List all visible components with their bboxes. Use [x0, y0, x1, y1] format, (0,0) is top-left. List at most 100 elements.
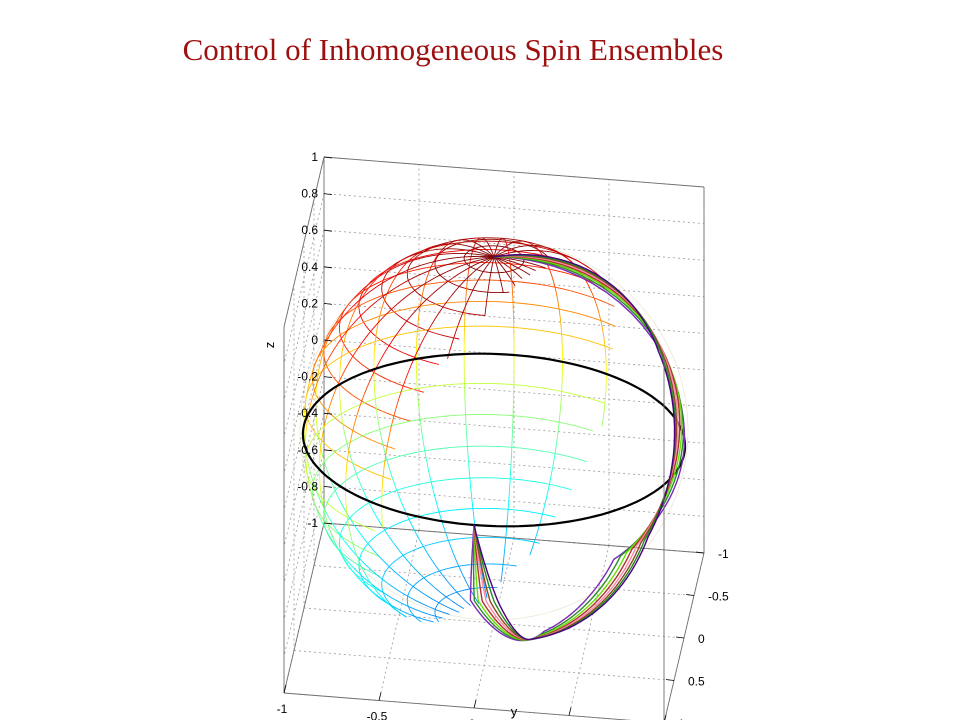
longitude-segment [371, 300, 378, 307]
grid-line [283, 266, 325, 437]
longitude-segment [511, 264, 519, 269]
longitude-segment [487, 286, 490, 293]
longitude-segment [374, 341, 376, 349]
longitude-segment [427, 619, 434, 623]
longitude-segment [315, 489, 319, 497]
longitude-segment [438, 253, 446, 256]
longitude-segment [544, 246, 550, 249]
longitude-segment [427, 246, 432, 249]
longitude-segment [408, 606, 416, 610]
longitude-segment [566, 255, 572, 259]
longitude-segment [354, 415, 358, 424]
longitude-segment [362, 537, 369, 544]
longitude-line [493, 237, 515, 583]
longitude-segment [571, 257, 577, 261]
longitude-segment [498, 240, 500, 243]
longitude-segment [386, 438, 390, 447]
longitude-segment [394, 587, 402, 593]
longitude-segment [585, 265, 591, 270]
longitude-segment [475, 280, 479, 286]
longitude-segment [528, 267, 536, 271]
longitude-segment [499, 277, 502, 283]
longitude-segment [475, 598, 480, 604]
longitude-segment [434, 255, 438, 260]
longitude-segment [391, 475, 395, 484]
longitude-segment [361, 393, 365, 402]
longitude-segment [322, 523, 327, 530]
longitude-segment [344, 362, 350, 370]
longitude-segment [356, 555, 360, 562]
longitude-segment [346, 324, 350, 331]
longitude-segment [500, 258, 509, 261]
longitude-segment [529, 548, 533, 556]
longitude-segment [347, 524, 351, 531]
longitude-segment [603, 339, 606, 347]
longitude-segment [451, 600, 459, 606]
grid-line [323, 193, 705, 224]
longitude-segment [453, 240, 457, 243]
longitude-segment [407, 595, 415, 601]
longitude-segment [345, 558, 351, 565]
longitude-segment [468, 262, 471, 267]
longitude-segment [388, 338, 394, 346]
longitude-segment [382, 299, 386, 305]
longitude-segment [312, 362, 317, 370]
longitude-segment [356, 343, 362, 351]
z-tick-mark [323, 193, 333, 195]
grid-line [283, 193, 325, 364]
longitude-segment [364, 290, 371, 296]
longitude-segment [413, 252, 419, 256]
longitude-segment [365, 331, 371, 338]
longitude-segment [505, 523, 508, 532]
longitude-segment [400, 269, 408, 274]
longitude-segment [334, 318, 339, 325]
longitude-segment [600, 320, 603, 327]
longitude-segment [402, 555, 409, 562]
longitude-segment [324, 509, 329, 517]
longitude-segment [446, 268, 454, 273]
longitude-segment [507, 243, 511, 246]
longitude-segment [367, 280, 374, 286]
longitude-segment [446, 295, 452, 302]
longitude-segment [484, 587, 487, 593]
longitude-segment [327, 331, 333, 338]
longitude-segment [408, 289, 416, 296]
z-tick-label: 0.6 [301, 223, 318, 237]
longitude-segment [376, 516, 381, 524]
longitude-segment [388, 430, 391, 439]
longitude-segment [408, 364, 412, 372]
longitude-segment [545, 250, 551, 253]
longitude-segment [485, 297, 488, 304]
longitude-segment [538, 249, 541, 253]
longitude-segment [438, 602, 446, 607]
longitude-segment [497, 242, 500, 245]
longitude-segment [533, 535, 537, 543]
longitude-segment [365, 305, 372, 312]
longitude-segment [328, 535, 334, 543]
grid-line [323, 412, 705, 444]
longitude-segment [353, 524, 359, 532]
longitude-segment [469, 477, 472, 486]
longitude-segment [424, 450, 427, 459]
longitude-segment [453, 265, 461, 270]
longitude-segment [354, 299, 360, 306]
longitude-segment [514, 262, 523, 266]
longitude-segment [603, 403, 606, 411]
longitude-segment [429, 582, 436, 589]
longitude-segment [402, 504, 407, 513]
longitude-segment [399, 267, 403, 272]
longitude-segment [499, 248, 503, 252]
longitude-segment [400, 576, 408, 583]
longitude-segment [380, 596, 386, 601]
longitude-segment [451, 337, 455, 345]
longitude-segment [477, 275, 482, 281]
longitude-segment [358, 561, 363, 568]
longitude-segment [332, 537, 336, 544]
longitude-segment [350, 430, 354, 439]
longitude-segment [485, 240, 488, 243]
longitude-segment [469, 289, 474, 296]
longitude-segment [341, 343, 345, 350]
longitude-segment [391, 605, 398, 609]
z-tick-label: 0 [311, 333, 318, 347]
longitude-segment [506, 245, 509, 249]
